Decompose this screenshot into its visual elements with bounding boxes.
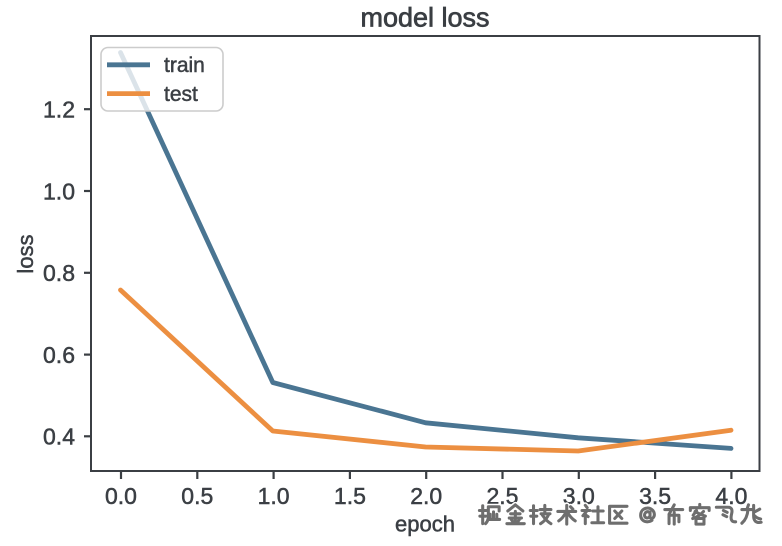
svg-text:0.4: 0.4 bbox=[43, 424, 75, 450]
svg-text:test: test bbox=[164, 83, 198, 106]
svg-text:loss: loss bbox=[13, 234, 38, 273]
svg-text:0.5: 0.5 bbox=[181, 483, 213, 509]
svg-text:0.8: 0.8 bbox=[43, 260, 75, 286]
svg-text:3.0: 3.0 bbox=[563, 483, 595, 509]
svg-text:epoch: epoch bbox=[395, 512, 455, 537]
svg-text:2.0: 2.0 bbox=[410, 483, 442, 509]
svg-text:1.0: 1.0 bbox=[258, 483, 290, 509]
svg-text:1.0: 1.0 bbox=[43, 178, 75, 204]
svg-text:1.5: 1.5 bbox=[334, 483, 366, 509]
svg-text:train: train bbox=[164, 54, 205, 77]
svg-text:0.6: 0.6 bbox=[43, 342, 75, 368]
svg-text:model loss: model loss bbox=[360, 3, 489, 33]
svg-text:3.5: 3.5 bbox=[639, 483, 671, 509]
svg-text:1.2: 1.2 bbox=[43, 97, 75, 123]
svg-text:0.0: 0.0 bbox=[105, 483, 137, 509]
